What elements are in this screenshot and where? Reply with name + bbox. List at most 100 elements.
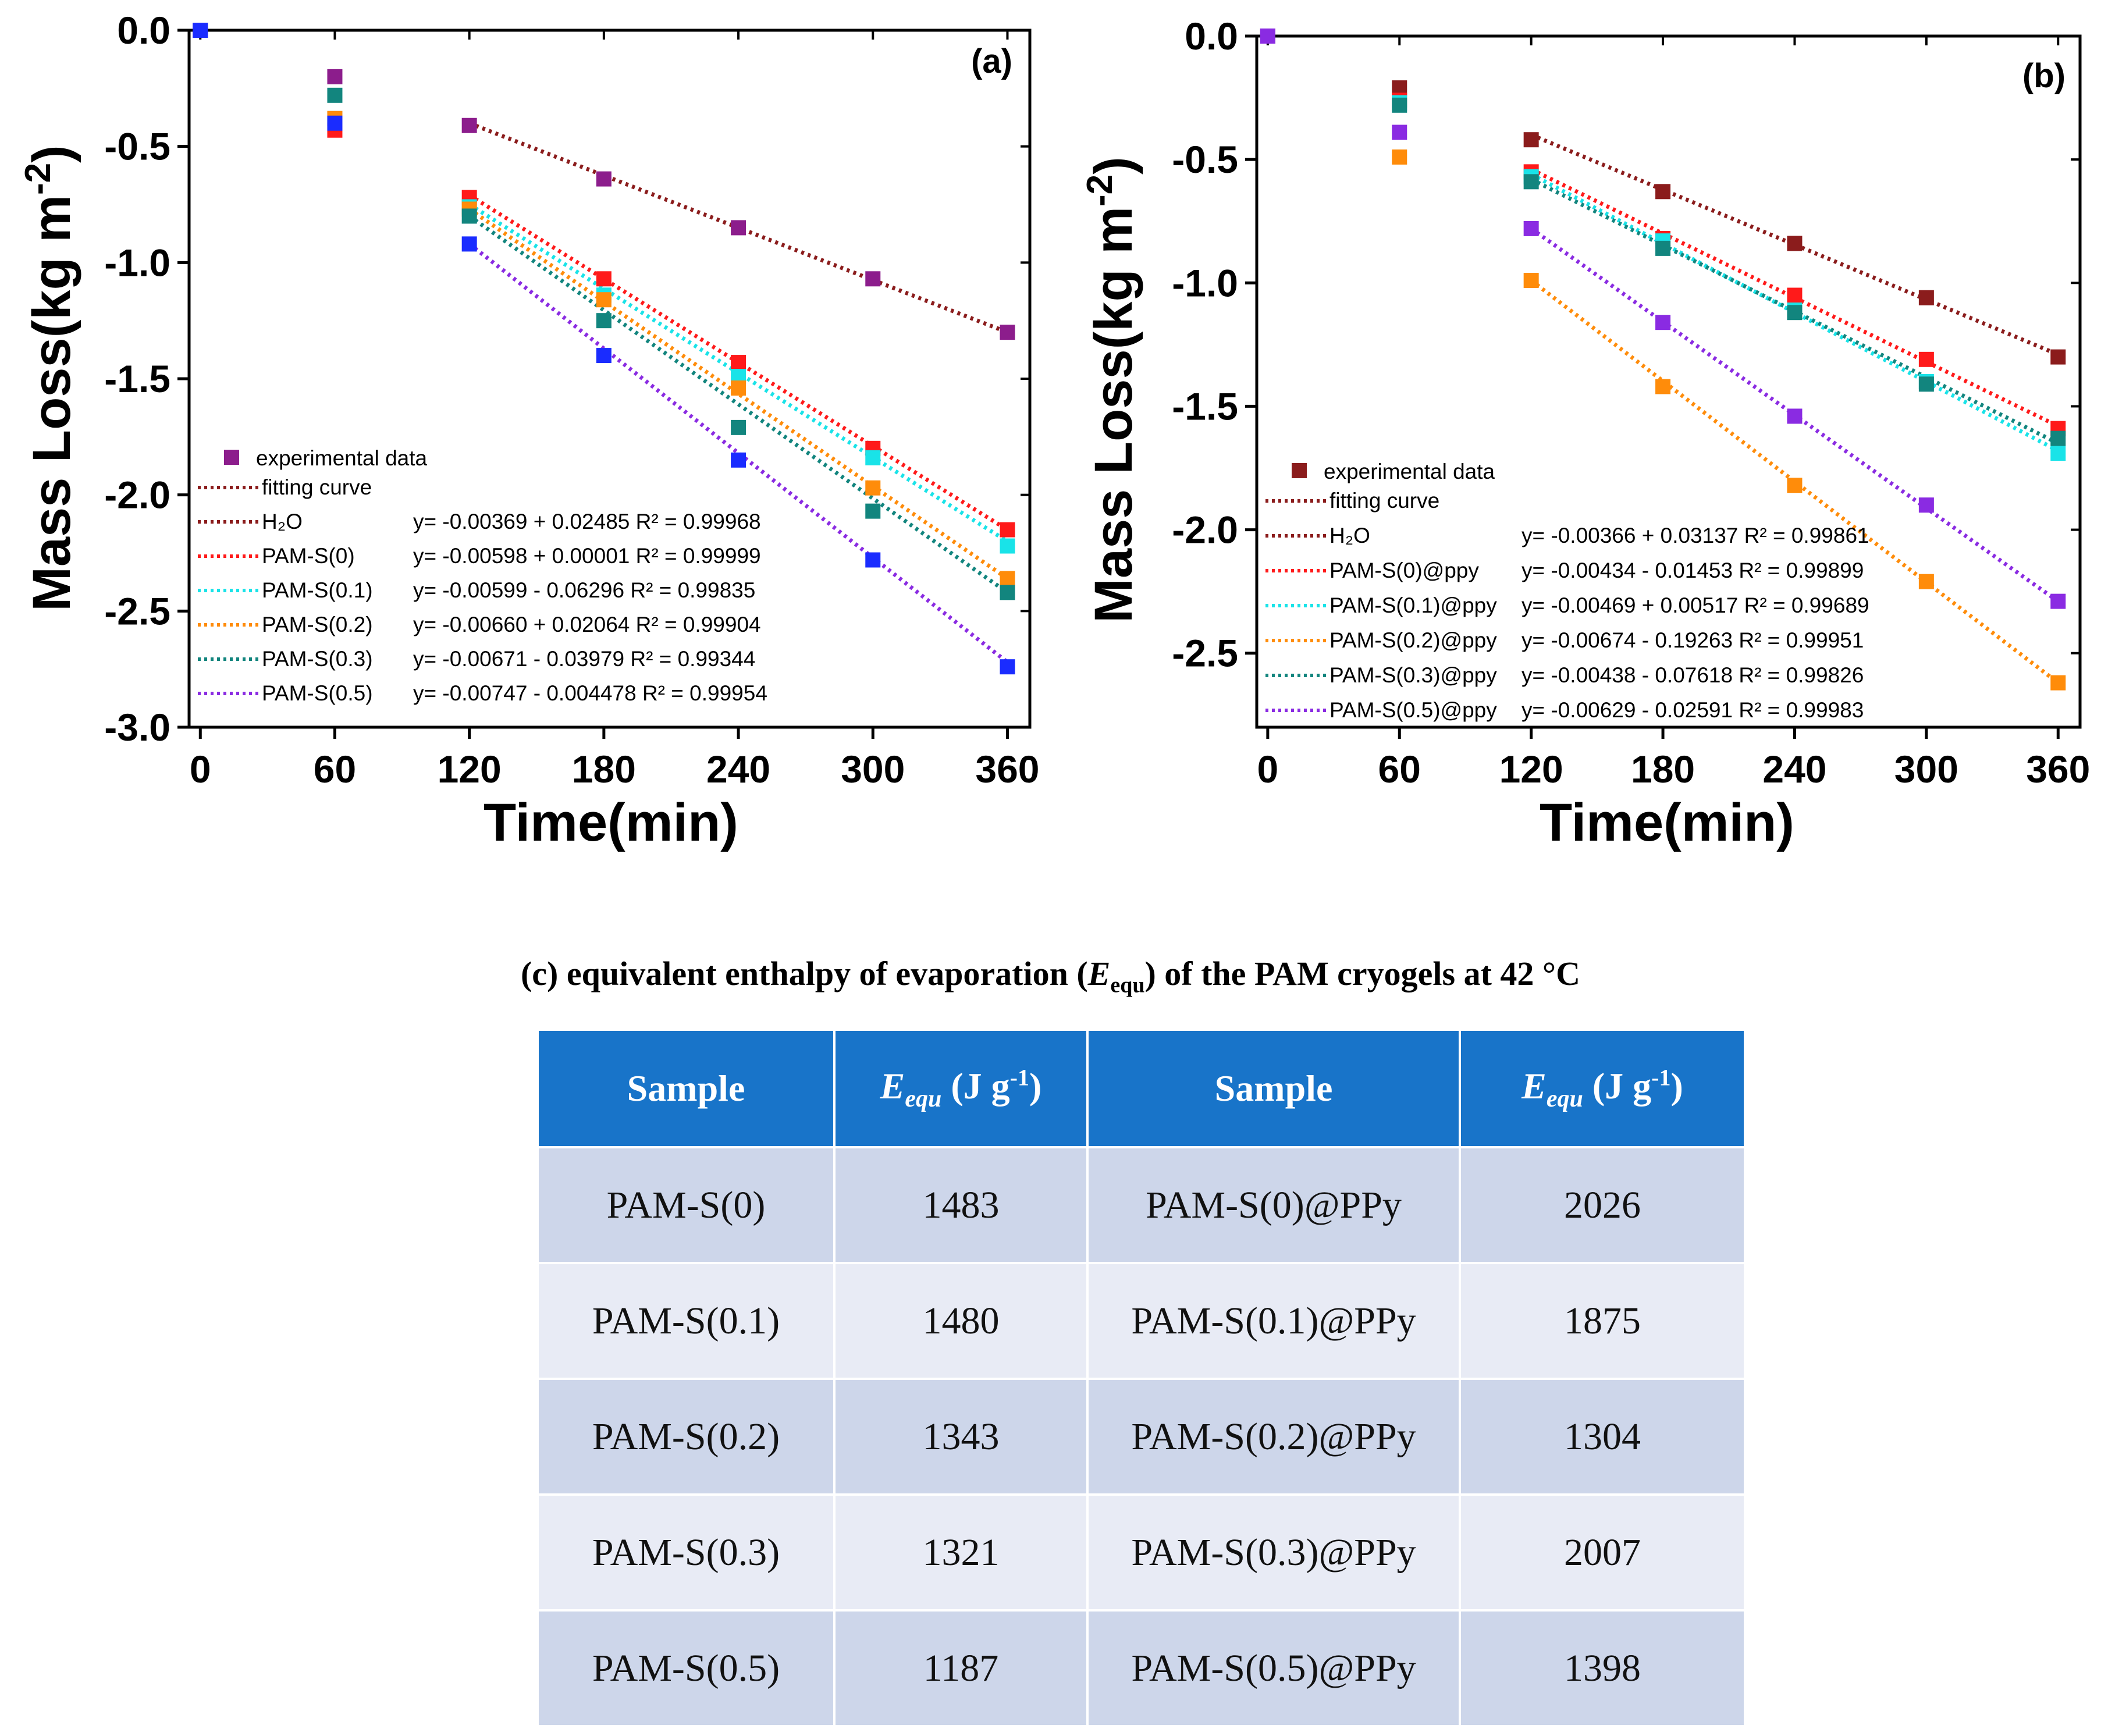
legend-series-label: PAM-S(0.3) <box>262 647 373 671</box>
cell-eequ: 1321 <box>833 1493 1089 1612</box>
table-caption: (c) equivalent enthalpy of evaporation (… <box>520 955 1580 998</box>
data-point-pam-s-0-3- <box>731 419 746 435</box>
fit-line-h2o <box>1530 133 2059 357</box>
data-point-pam-s-0-3- <box>461 208 477 224</box>
legend-series-equation: y= -0.00747 - 0.004478 R² = 0.99954 <box>413 681 767 705</box>
legend-series-equation: y= -0.00434 - 0.01453 R² = 0.99899 <box>1521 558 1864 582</box>
x-tick-label: 0 <box>190 748 211 791</box>
data-point-pam-s-0-5-ppy <box>1523 220 1539 236</box>
legend-series-label: PAM-S(0.1) <box>262 578 373 602</box>
y-tick-label: -1.0 <box>1172 261 1238 304</box>
cell-eequ-ppy: 1875 <box>1459 1262 1746 1380</box>
cell-sample: PAM-S(0.2) <box>536 1378 836 1496</box>
legend-series-equation: y= -0.00599 - 0.06296 R² = 0.99835 <box>413 578 755 602</box>
table-row: PAM-S(0.5) 1187 PAM-S(0.5)@PPy 1398 <box>536 1609 1746 1727</box>
cell-sample: PAM-S(0.1) <box>536 1262 836 1380</box>
legend-series-equation: y= -0.00629 - 0.02591 R² = 0.99983 <box>1521 698 1864 722</box>
legend-series-equation: y= -0.00660 + 0.02064 R² = 0.99904 <box>413 613 761 636</box>
legend-marker-experimental <box>224 450 239 465</box>
table-row: PAM-S(0.1) 1480 PAM-S(0.1)@PPy 1875 <box>536 1262 1746 1380</box>
y-tick-label: 0.0 <box>117 9 170 52</box>
data-point-pam-s-0-5- <box>596 348 612 364</box>
fit-line-pam-s-0-3- <box>468 214 1009 595</box>
data-point-pam-s-0-3-ppy <box>1787 305 1803 321</box>
x-tick-label: 0 <box>1257 748 1279 791</box>
table-row: PAM-S(0.2) 1343 PAM-S(0.2)@PPy 1304 <box>536 1378 1746 1496</box>
cell-eequ-ppy: 2007 <box>1459 1493 1746 1612</box>
x-axis-title: Time(min) <box>484 793 738 852</box>
col-header-sample-ppy: Sample <box>1086 1029 1461 1148</box>
data-point-pam-s-0-5- <box>1000 659 1015 675</box>
data-point-h2o <box>1655 184 1671 200</box>
y-tick-label: -0.5 <box>1172 138 1238 181</box>
legend-series-equation: y= -0.00469 + 0.00517 R² = 0.99689 <box>1521 593 1869 617</box>
data-point-pam-s-0-2-ppy <box>1787 478 1803 493</box>
data-point-pam-s-0-2-ppy <box>1523 273 1539 289</box>
y-axis-title: Mass Loss(kg m-2) <box>1080 156 1143 623</box>
y-tick-label: 0.0 <box>1185 15 1238 58</box>
data-point-pam-s-0-ppy <box>1918 351 1934 367</box>
table-row: PAM-S(0.3) 1321 PAM-S(0.3)@PPy 2007 <box>536 1493 1746 1612</box>
x-tick-label: 360 <box>2026 748 2090 791</box>
data-point-pam-s-0-2- <box>865 480 881 496</box>
data-point-pam-s-0-5- <box>731 452 746 468</box>
data-point-pam-s-0-3- <box>865 503 881 519</box>
data-point-pam-s-0-2- <box>1000 571 1015 586</box>
legend-series-label: PAM-S(0.1)@ppy <box>1329 593 1497 617</box>
x-tick-label: 360 <box>975 748 1039 791</box>
data-point-h2o <box>1918 290 1934 305</box>
data-point-pam-s-0- <box>731 355 746 371</box>
legend-series-equation: y= -0.00674 - 0.19263 R² = 0.99951 <box>1521 628 1864 652</box>
y-axis-title: Mass Loss(kg m-2) <box>18 145 81 611</box>
x-tick-label: 240 <box>706 748 770 791</box>
legend-series-equation: y= -0.00598 + 0.00001 R² = 0.99999 <box>413 544 761 568</box>
x-axis-title: Time(min) <box>1540 793 1794 852</box>
data-point-pam-s-0-2-ppy <box>1392 149 1407 165</box>
y-tick-label: -1.5 <box>1172 385 1238 428</box>
data-point-pam-s-0-2-ppy <box>2050 675 2066 691</box>
legend-series-label: PAM-S(0.2) <box>262 613 373 636</box>
y-tick-label: -2.0 <box>104 474 170 517</box>
x-tick-label: 300 <box>841 748 905 791</box>
table-row: PAM-S(0) 1483 PAM-S(0)@PPy 2026 <box>536 1146 1746 1264</box>
data-point-pam-s-0-3-ppy <box>1655 240 1671 256</box>
legend-series-label: PAM-S(0) <box>262 544 355 568</box>
cell-sample: PAM-S(0) <box>536 1146 836 1264</box>
col-header-eequ-ppy: Eequ (J g-1) <box>1459 1029 1746 1148</box>
data-point-h2o <box>2050 349 2066 365</box>
cell-sample-ppy: PAM-S(0.1)@PPy <box>1086 1262 1461 1380</box>
panel-label: (a) <box>971 42 1012 80</box>
table-header-row: Sample Eequ (J g-1) Sample Eequ (J g-1) <box>536 1029 1746 1148</box>
data-point-pam-s-0-2- <box>731 380 746 396</box>
x-tick-label: 60 <box>1378 748 1421 791</box>
x-tick-label: 60 <box>314 748 356 791</box>
fit-line-pam-s-0-1-ppy <box>1530 172 2059 453</box>
data-point-pam-s-0- <box>596 271 612 287</box>
data-point-pam-s-0-5- <box>193 23 208 38</box>
cell-eequ-ppy: 1304 <box>1459 1378 1746 1496</box>
x-tick-label: 120 <box>438 748 502 791</box>
data-point-pam-s-0-5-ppy <box>1260 29 1275 44</box>
cell-sample-ppy: PAM-S(0.2)@PPy <box>1086 1378 1461 1496</box>
legend-series-label: H₂O <box>1329 524 1370 547</box>
legend-series-label: PAM-S(0.5)@ppy <box>1329 698 1497 722</box>
col-header-eequ: Eequ (J g-1) <box>833 1029 1089 1148</box>
data-point-pam-s-0-5-ppy <box>1655 315 1671 330</box>
legend-series-equation: y= -0.00369 + 0.02485 R² = 0.99968 <box>413 510 761 533</box>
data-point-h2o <box>731 220 746 236</box>
legend-label-experimental: experimental data <box>1324 460 1495 483</box>
cell-eequ-ppy: 2026 <box>1459 1146 1746 1264</box>
data-point-pam-s-0-3-ppy <box>2050 431 2066 446</box>
cell-eequ-ppy: 1398 <box>1459 1609 1746 1727</box>
data-point-pam-s-0- <box>1000 522 1015 538</box>
x-tick-label: 240 <box>1762 748 1826 791</box>
y-tick-label: -3.0 <box>104 706 170 749</box>
data-point-pam-s-0-3-ppy <box>1392 97 1407 113</box>
y-tick-label: -2.5 <box>1172 632 1238 675</box>
data-point-pam-s-0-3- <box>596 313 612 329</box>
cell-sample: PAM-S(0.5) <box>536 1609 836 1727</box>
data-point-pam-s-0-5- <box>327 115 343 131</box>
legend-series-equation: y= -0.00671 - 0.03979 R² = 0.99344 <box>413 647 755 671</box>
fit-line-pam-s-0-2-ppy <box>1530 279 2060 685</box>
legend-series-label: H₂O <box>262 510 303 533</box>
